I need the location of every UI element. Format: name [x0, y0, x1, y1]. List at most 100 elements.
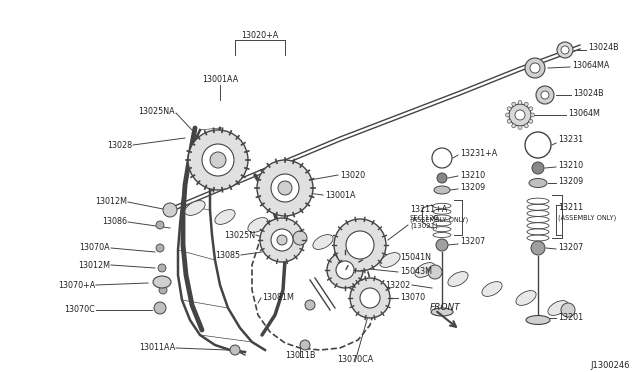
- Ellipse shape: [482, 282, 502, 296]
- Circle shape: [336, 261, 354, 279]
- Circle shape: [156, 244, 164, 252]
- Circle shape: [531, 241, 545, 255]
- Circle shape: [360, 288, 380, 308]
- Text: 13086: 13086: [102, 218, 127, 227]
- Text: 13211: 13211: [558, 203, 583, 212]
- Ellipse shape: [215, 209, 235, 224]
- Text: 13001A: 13001A: [325, 190, 355, 199]
- Circle shape: [188, 130, 248, 190]
- Circle shape: [271, 174, 299, 202]
- Circle shape: [230, 345, 240, 355]
- Circle shape: [158, 264, 166, 272]
- Circle shape: [277, 235, 287, 245]
- Ellipse shape: [380, 253, 400, 267]
- Circle shape: [163, 203, 177, 217]
- Circle shape: [210, 152, 226, 168]
- Ellipse shape: [153, 276, 171, 288]
- Circle shape: [428, 265, 442, 279]
- Text: 13207: 13207: [460, 237, 485, 247]
- Circle shape: [271, 229, 293, 251]
- Text: 13081M: 13081M: [262, 294, 294, 302]
- Text: 13024B: 13024B: [588, 44, 619, 52]
- Circle shape: [524, 102, 528, 106]
- Circle shape: [260, 218, 304, 262]
- Text: 13209: 13209: [558, 177, 583, 186]
- Ellipse shape: [185, 201, 205, 215]
- Ellipse shape: [516, 291, 536, 305]
- Ellipse shape: [248, 218, 268, 232]
- Ellipse shape: [313, 235, 333, 249]
- Text: 13001AA: 13001AA: [202, 76, 238, 84]
- Circle shape: [525, 132, 551, 158]
- Text: 13025NA: 13025NA: [138, 108, 175, 116]
- Ellipse shape: [415, 263, 435, 278]
- Circle shape: [506, 113, 509, 117]
- Circle shape: [541, 91, 549, 99]
- Circle shape: [154, 302, 166, 314]
- Text: 13064MA: 13064MA: [572, 61, 609, 70]
- Text: 13207: 13207: [558, 244, 583, 253]
- Circle shape: [507, 107, 511, 111]
- Circle shape: [350, 278, 390, 318]
- Text: 13070A: 13070A: [79, 244, 110, 253]
- Circle shape: [512, 102, 516, 106]
- Circle shape: [524, 124, 528, 128]
- Circle shape: [509, 104, 531, 126]
- Ellipse shape: [526, 315, 550, 324]
- Text: 13025N: 13025N: [224, 231, 255, 240]
- Circle shape: [525, 58, 545, 78]
- Text: 13064M: 13064M: [568, 109, 600, 118]
- Text: 13231: 13231: [558, 135, 583, 144]
- Text: 13012M: 13012M: [78, 260, 110, 269]
- Circle shape: [561, 46, 569, 54]
- Text: 13020+A: 13020+A: [241, 31, 278, 39]
- Text: FRONT: FRONT: [430, 304, 461, 312]
- Ellipse shape: [348, 244, 368, 259]
- Circle shape: [305, 300, 315, 310]
- Text: 13201: 13201: [558, 314, 583, 323]
- Ellipse shape: [280, 225, 300, 240]
- Circle shape: [530, 63, 540, 73]
- Ellipse shape: [431, 308, 453, 316]
- Circle shape: [512, 124, 516, 128]
- Text: 15041N: 15041N: [400, 253, 431, 263]
- Circle shape: [334, 219, 386, 271]
- Text: 13210: 13210: [558, 160, 583, 170]
- Text: (ASSEMBLY ONLY): (ASSEMBLY ONLY): [558, 215, 616, 221]
- Circle shape: [159, 286, 167, 294]
- Ellipse shape: [548, 301, 568, 315]
- Text: 13209: 13209: [460, 183, 485, 192]
- Circle shape: [327, 252, 363, 288]
- Ellipse shape: [434, 186, 450, 194]
- Circle shape: [532, 162, 544, 174]
- Text: 13070+A: 13070+A: [58, 280, 95, 289]
- Ellipse shape: [448, 272, 468, 286]
- Text: 13011AA: 13011AA: [139, 343, 175, 353]
- Circle shape: [561, 303, 575, 317]
- Text: 13028: 13028: [107, 141, 132, 150]
- Circle shape: [293, 231, 307, 245]
- Ellipse shape: [529, 179, 547, 187]
- Circle shape: [202, 144, 234, 176]
- Text: 13210: 13210: [460, 170, 485, 180]
- Text: 13011B: 13011B: [285, 350, 316, 359]
- Text: 13012M: 13012M: [95, 198, 127, 206]
- Text: (ASSEMBLY ONLY): (ASSEMBLY ONLY): [410, 217, 468, 223]
- Circle shape: [557, 42, 573, 58]
- Text: 13231+A: 13231+A: [460, 148, 497, 157]
- Circle shape: [346, 231, 374, 259]
- Circle shape: [300, 340, 310, 350]
- Circle shape: [257, 160, 313, 216]
- Text: 13202: 13202: [385, 280, 410, 289]
- Circle shape: [432, 148, 452, 168]
- Text: 13070: 13070: [400, 294, 425, 302]
- Text: 13085: 13085: [215, 250, 240, 260]
- Circle shape: [507, 119, 511, 123]
- Circle shape: [529, 119, 533, 123]
- Circle shape: [536, 86, 554, 104]
- Text: 15043M: 15043M: [400, 267, 432, 276]
- Circle shape: [518, 125, 522, 129]
- Text: 13070CA: 13070CA: [337, 356, 373, 365]
- Text: 13020: 13020: [340, 170, 365, 180]
- Text: 13024B: 13024B: [573, 89, 604, 97]
